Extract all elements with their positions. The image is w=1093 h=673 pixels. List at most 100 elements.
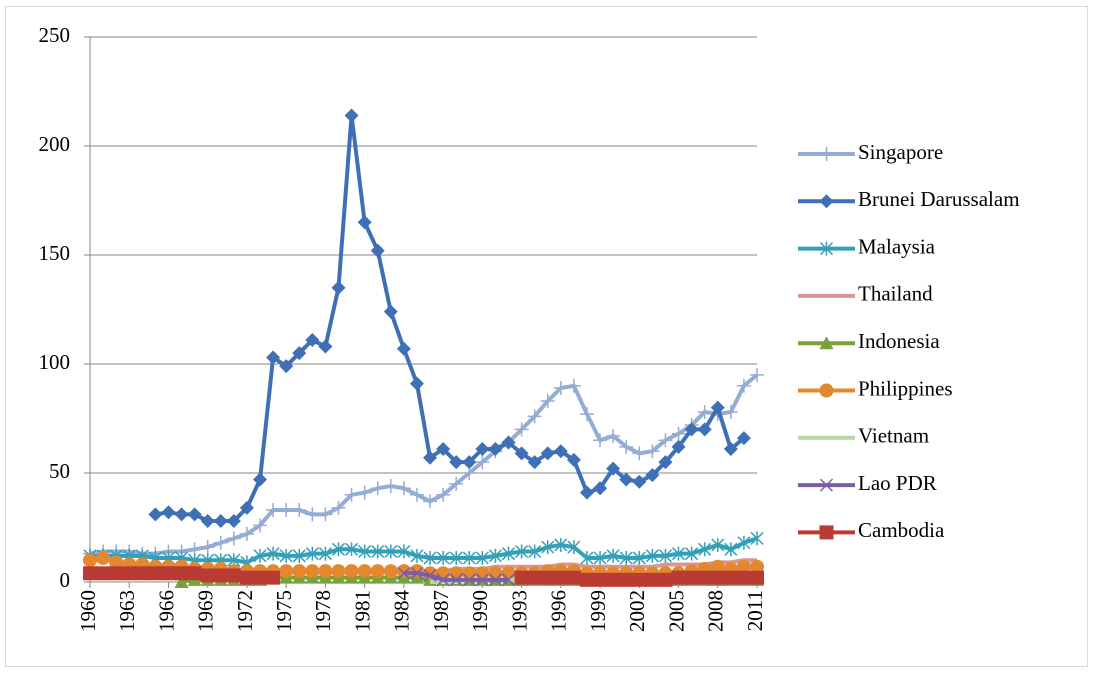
marker <box>226 531 241 546</box>
marker <box>409 376 424 391</box>
x-tick-label: 1978 <box>311 590 335 632</box>
marker <box>305 546 319 561</box>
marker <box>396 341 411 356</box>
marker <box>554 537 568 552</box>
marker <box>318 507 333 522</box>
series-line <box>89 373 759 556</box>
marker <box>819 147 834 161</box>
marker <box>606 428 621 443</box>
series <box>83 531 764 570</box>
marker <box>658 455 673 470</box>
marker <box>553 570 568 585</box>
marker <box>723 404 738 419</box>
marker <box>645 548 659 563</box>
marker <box>593 572 608 587</box>
marker <box>501 573 516 587</box>
marker <box>736 559 751 574</box>
marker <box>475 573 489 587</box>
marker <box>161 505 176 520</box>
x-tick-label: 1963 <box>115 590 139 632</box>
marker <box>619 472 634 487</box>
marker <box>292 564 307 579</box>
legend-label: Lao PDR <box>858 471 937 495</box>
marker <box>619 551 633 566</box>
marker <box>819 478 834 492</box>
marker <box>514 422 529 437</box>
marker <box>736 378 751 393</box>
marker <box>253 548 267 563</box>
marker <box>370 481 385 496</box>
marker <box>724 542 738 557</box>
x-tick-label: 2005 <box>664 590 688 632</box>
marker <box>122 566 137 581</box>
marker <box>819 383 834 398</box>
marker <box>397 544 411 559</box>
marker <box>83 566 97 581</box>
marker <box>292 548 306 563</box>
marker <box>711 537 725 552</box>
legend-label: Indonesia <box>858 329 940 353</box>
marker <box>266 503 281 518</box>
marker <box>514 446 529 461</box>
marker <box>566 570 581 585</box>
marker <box>370 564 385 579</box>
marker <box>266 570 281 585</box>
marker <box>357 485 372 500</box>
series-line <box>155 113 746 523</box>
marker <box>174 566 189 581</box>
marker <box>449 551 463 566</box>
x-tick-label: 1984 <box>390 590 414 633</box>
marker <box>501 546 516 561</box>
marker <box>148 566 163 581</box>
marker <box>358 544 372 559</box>
y-tick-label: 250 <box>39 23 71 47</box>
marker <box>436 573 450 587</box>
marker <box>83 553 97 568</box>
marker <box>671 570 686 585</box>
marker <box>109 555 124 570</box>
marker <box>331 542 346 557</box>
marker <box>370 243 385 258</box>
marker <box>396 564 411 579</box>
marker <box>239 500 254 515</box>
marker <box>645 468 660 483</box>
marker <box>344 108 359 123</box>
marker <box>632 572 647 587</box>
marker <box>750 559 764 574</box>
marker <box>475 455 490 470</box>
marker <box>566 378 581 393</box>
marker <box>305 507 320 522</box>
marker <box>580 551 594 566</box>
marker <box>566 452 581 467</box>
marker <box>515 544 529 559</box>
x-tick-label: 1975 <box>272 590 296 632</box>
marker <box>632 551 646 566</box>
marker <box>279 503 294 518</box>
marker <box>488 548 502 563</box>
legend-label: Singapore <box>858 140 943 164</box>
marker <box>514 570 529 585</box>
marker <box>698 542 712 557</box>
marker <box>819 241 834 256</box>
marker <box>279 359 294 374</box>
marker <box>292 503 307 518</box>
marker <box>527 455 542 470</box>
marker <box>161 566 176 581</box>
marker <box>710 400 725 415</box>
marker <box>279 548 293 563</box>
legend-label: Thailand <box>858 282 933 306</box>
marker <box>606 572 621 587</box>
marker <box>750 531 764 546</box>
marker <box>213 568 228 583</box>
marker <box>331 564 346 579</box>
series <box>397 566 516 587</box>
marker <box>462 551 476 566</box>
marker <box>384 544 398 559</box>
marker <box>357 215 372 230</box>
marker <box>540 446 555 461</box>
marker <box>541 540 555 555</box>
marker <box>632 446 647 461</box>
x-tick-label: 1990 <box>468 590 492 632</box>
marker <box>318 564 333 579</box>
marker <box>488 442 503 457</box>
